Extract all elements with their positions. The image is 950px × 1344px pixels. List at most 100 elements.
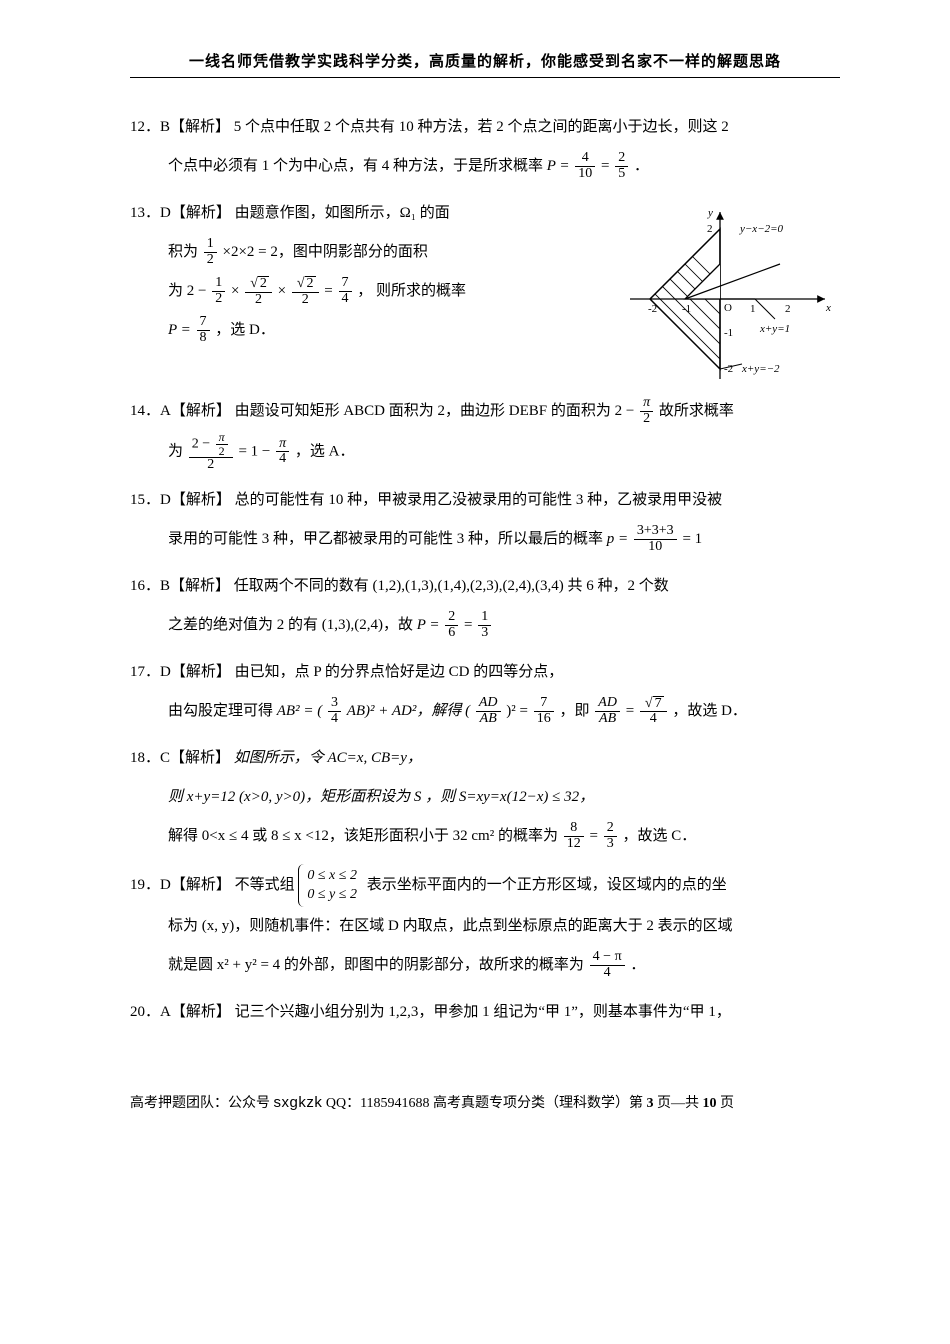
frac-d: 10 — [634, 540, 677, 555]
txt: 2 − — [192, 436, 210, 451]
page-footer: 高考押题团队：公众号 sxgkzk QQ：1185941688 高考真题专项分类… — [130, 1092, 840, 1112]
frac-n: 1 — [212, 276, 225, 292]
txt: 故所求概率 — [659, 403, 734, 419]
problem-18-num: 18．C【解析】 — [130, 750, 230, 766]
frac: 2 2 — [292, 276, 319, 307]
frac: 7 4 — [339, 276, 352, 306]
problem-12: 12．B【解析】 5 个点中任取 2 个点共有 10 种方法，若 2 个点之间的… — [130, 108, 840, 186]
problem-20: 20．A【解析】 记三个兴趣小组分别为 1,2,3，甲参加 1 组记为“甲 1”… — [130, 993, 840, 1032]
footer-text: 页—共 — [657, 1096, 703, 1111]
txt: = — [464, 617, 472, 633]
txt: 积为 — [168, 244, 198, 260]
txt: = 1 − — [238, 443, 270, 459]
sqrt-rad: 2 — [305, 276, 316, 291]
frac: 3+3+3 10 — [634, 524, 677, 554]
txt: 由勾股定理可得 — [168, 703, 273, 719]
txt: )² = — [506, 703, 528, 719]
big-frac: 2 − π 2 2 — [189, 431, 233, 473]
problem-19-line2: 标为 (x, y)，则随机事件：在区域 D 内取点，此点到坐标原点的距离大于 2… — [130, 907, 840, 946]
frac-n: π — [640, 396, 653, 412]
txt: ×2×2 = 2，图中阴影部分的面积 — [223, 244, 428, 260]
frac-n: AD — [595, 696, 620, 712]
problem-12-frac1: 4 10 — [575, 151, 595, 181]
txt: 就是圆 x² + y² = 4 的外部，即图中的阴影部分，故所求的概率为 — [168, 957, 584, 973]
frac-d: AB — [595, 712, 620, 727]
problem-19: 19．D【解析】 不等式组 0 ≤ x ≤ 2 0 ≤ y ≤ 2 表示坐标平面… — [130, 864, 840, 985]
problem-18: 18．C【解析】 如图所示，令 AC=x, CB=y， 则 x+y=12 (x>… — [130, 739, 840, 856]
frac: π 2 — [640, 396, 653, 426]
frac-n: π — [216, 431, 228, 445]
frac-n: 8 — [564, 821, 584, 837]
frac-n: 2 — [604, 821, 617, 837]
frac-n: 7 — [197, 315, 210, 331]
frac-n: 3+3+3 — [634, 524, 677, 540]
txt: ，选 D． — [215, 322, 275, 338]
txt: ． — [630, 957, 645, 973]
frac-d: 2 — [212, 292, 225, 307]
frac: 7 8 — [197, 315, 210, 345]
txt: ，即 — [560, 703, 590, 719]
problem-13-figure: x y O -2 -1 1 2 2 -1 -2 y−x−2=0 x+y=1 x+… — [620, 194, 840, 384]
txt: ，选 A． — [295, 443, 355, 459]
footer-text: 页 — [720, 1096, 734, 1111]
frac-n: π — [276, 437, 289, 453]
problem-12-line2: 个点中必须有 1 个为中心点，有 4 种方法，于是所求概率 — [168, 158, 543, 174]
geometry-figure-icon: x y O -2 -1 1 2 2 -1 -2 y−x−2=0 x+y=1 x+… — [620, 204, 840, 384]
frac-n: AD — [476, 696, 501, 712]
txt: 由已知，点 P 的分界点恰好是边 CD 的四等分点， — [235, 664, 564, 680]
txt: × — [278, 283, 286, 299]
txt: 不等式组 — [235, 877, 295, 893]
txt: = 1 — [682, 531, 702, 547]
problem-13-num: 13．D【解析】 — [130, 205, 231, 221]
frac-d: 2 — [189, 458, 233, 473]
problem-20-num: 20．A【解析】 — [130, 1004, 231, 1020]
frac-n: 1 — [204, 237, 217, 253]
line-label: x+y=−2 — [741, 363, 780, 375]
problem-12-num: 12．B【解析】 — [130, 119, 230, 135]
frac-d: 8 — [197, 331, 210, 346]
tick-label: -2 — [724, 363, 733, 375]
frac: AD AB — [595, 696, 620, 726]
tick-label: -1 — [682, 303, 691, 315]
page-header: 一线名师凭借教学实践科学分类，高质量的解析，你能感受到名家不一样的解题思路 — [130, 50, 840, 78]
txt: ，故选 D． — [672, 703, 747, 719]
frac: 2 2 — [245, 276, 272, 307]
problem-17-num: 17．D【解析】 — [130, 664, 231, 680]
problem-13: 13．D【解析】 由题意作图，如图所示，Ω₁ 的面 积为 1 2 ×2×2 = … — [130, 194, 840, 384]
problem-19-num: 19．D【解析】 — [130, 877, 231, 893]
txt: = — [589, 828, 597, 844]
frac: 7 16 — [534, 696, 554, 726]
frac-d: 5 — [615, 167, 628, 182]
problem-15-num: 15．D【解析】 — [130, 492, 231, 508]
frac-d: 6 — [445, 626, 458, 641]
txt: 录用的可能性 3 种，甲乙都被录用的可能性 3 种，所以最后的概率 — [168, 531, 603, 547]
frac-d: AB — [476, 712, 501, 727]
txt: = — [626, 703, 634, 719]
frac-d: 4 — [328, 712, 341, 727]
txt: 为 2 − — [168, 283, 206, 299]
problem-16: 16．B【解析】 任取两个不同的数有 (1,2),(1,3),(1,4),(2,… — [130, 567, 840, 645]
case-line: 0 ≤ x ≤ 2 — [307, 868, 357, 883]
frac-d: 4 — [339, 292, 352, 307]
tick-label: -1 — [724, 327, 733, 339]
frac-n: 2 — [245, 276, 272, 293]
footer-page-total: 10 — [703, 1096, 721, 1111]
txt: p = — [607, 531, 628, 547]
problem-13-line1: 由题意作图，如图所示，Ω₁ 的面 — [235, 205, 450, 221]
eq-sign: = — [601, 158, 609, 174]
frac-d: 10 — [575, 167, 595, 182]
txt: ， 则所求的概率 — [357, 283, 466, 299]
frac: 8 12 — [564, 821, 584, 851]
frac-d: 2 — [216, 445, 228, 458]
frac-n: 3 — [328, 696, 341, 712]
frac-n: 2 — [615, 151, 628, 167]
frac-n: 7 — [339, 276, 352, 292]
frac: 1 2 — [204, 237, 217, 267]
txt: 任取两个不同的数有 (1,2),(1,3),(1,4),(2,3),(2,4),… — [234, 578, 669, 594]
frac-n: 2 − π 2 — [189, 431, 233, 458]
tick-label: 2 — [785, 303, 791, 315]
line-label: y−x−2=0 — [739, 223, 784, 235]
frac-d: 4 — [276, 452, 289, 467]
problem-12-eq: P = — [547, 158, 570, 174]
frac-d: 2 — [245, 293, 272, 308]
